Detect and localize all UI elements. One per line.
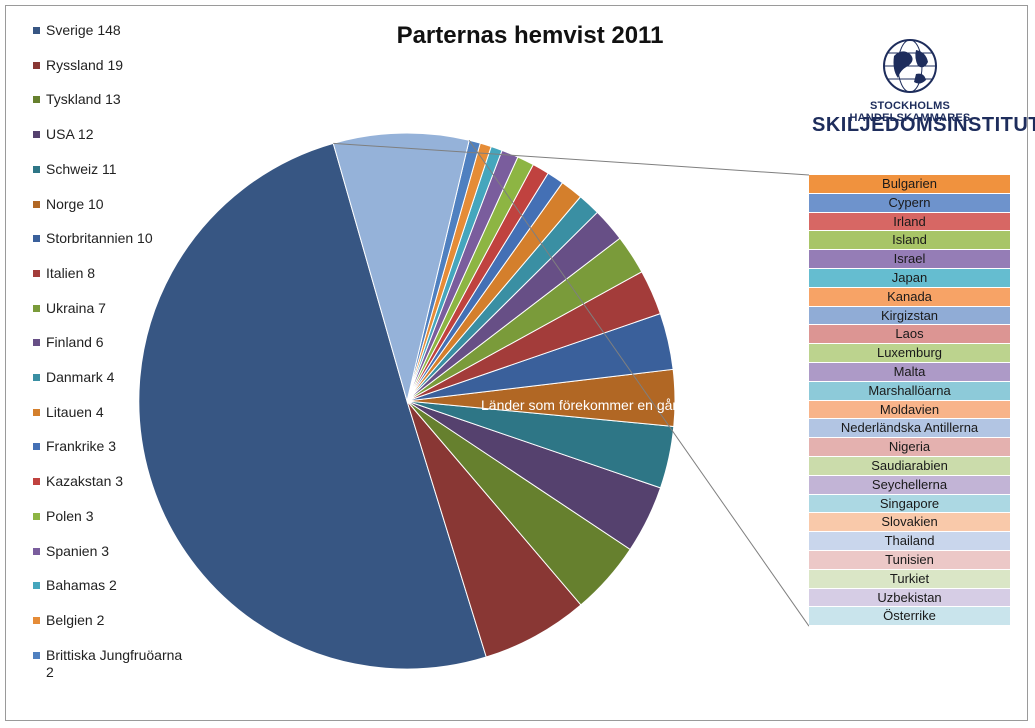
- breakout-item-turkiet: Turkiet: [809, 569, 1010, 589]
- legend-item-frankrike: Frankrike 3: [33, 438, 193, 455]
- breakout-item-moldavien: Moldavien: [809, 400, 1010, 420]
- breakout-item-bulgarien: Bulgarien: [809, 175, 1010, 194]
- legend-swatch: [33, 339, 40, 347]
- legend-swatch: [33, 269, 40, 277]
- breakout-item-seychellerna: Seychellerna: [809, 475, 1010, 495]
- breakout-item-slovakien: Slovakien: [809, 513, 1010, 533]
- legend-label: Tyskland 13: [46, 91, 121, 108]
- legend-label: Brittiska Jungfruöarna 2: [46, 646, 183, 680]
- legend-item-sverige: Sverige 148: [33, 22, 193, 39]
- breakout-item-nigeria: Nigeria: [809, 438, 1010, 457]
- legend-swatch: [33, 27, 40, 34]
- legend-label: Danmark 4: [46, 369, 115, 385]
- legend-swatch: [33, 165, 40, 173]
- legend-item-brittiska-jungfruoarna: Brittiska Jungfruöarna 2: [33, 647, 193, 681]
- breakout-item-irland: Irland: [809, 212, 1010, 232]
- legend-swatch: [33, 96, 40, 104]
- legend-label: Storbritannien 10: [46, 230, 153, 247]
- legend-item-ryssland: Ryssland 19: [33, 57, 193, 74]
- legend-label: Spanien 3: [46, 542, 110, 559]
- legend-item-storbritannien: Storbritannien 10: [33, 230, 193, 247]
- legend-item-finland: Finland 6: [33, 334, 193, 351]
- legend-item-danmark: Danmark 4: [33, 369, 193, 386]
- chart-title: Parternas hemvist 2011: [396, 22, 664, 49]
- legend-swatch: [33, 547, 40, 555]
- legend-item-norge: Norge 10: [33, 196, 193, 213]
- breakout-item-marshalloarna: Marshallöarna: [809, 381, 1010, 401]
- pie-slice-lander-som-forekommer-en-gang: [332, 132, 470, 403]
- legend-label: Litauen 4: [46, 403, 104, 420]
- legend-label: Frankrike 3: [46, 438, 117, 455]
- legend-item-schweiz: Schweiz 11: [33, 161, 193, 178]
- legend-label: Belgien 2: [46, 611, 105, 628]
- legend-item-spanien: Spanien 3: [33, 543, 193, 560]
- breakout-item-tunisien: Tunisien: [809, 550, 1010, 570]
- legend-label: Italien 8: [46, 264, 96, 281]
- pie-slice-sverige: [138, 142, 487, 670]
- breakout-item-cypern: Cypern: [809, 193, 1010, 213]
- breakout-item-luxemburg: Luxemburg: [809, 344, 1010, 363]
- breakout-item-thailand: Thailand: [809, 532, 1010, 551]
- legend-label: Ukraina 7: [46, 299, 106, 316]
- breakout-item-island: Island: [809, 231, 1010, 251]
- legend-item-polen: Polen 3: [33, 508, 193, 525]
- breakout-item-israel: Israel: [809, 250, 1010, 269]
- legend-swatch: [33, 616, 40, 624]
- slice-label-single-occurrence: Länder som förekommer en gång: [481, 397, 688, 413]
- legend-item-tyskland: Tyskland 13: [33, 91, 193, 108]
- legend-label: Bahamas 2: [46, 577, 117, 594]
- breakout-list: Bulgarien Cypern Irland Island Israel Japan Ka…: [809, 175, 1010, 627]
- legend-swatch: [33, 61, 40, 69]
- legend-item-ukraina: Ukraina 7: [33, 300, 193, 317]
- breakout-item-saudiarabien: Saudiarabien: [809, 456, 1010, 476]
- legend-item-kazakstan: Kazakstan 3: [33, 473, 193, 490]
- legend-swatch: [33, 478, 40, 486]
- breakout-item-laos: Laos: [809, 325, 1010, 345]
- legend-swatch: [33, 235, 40, 243]
- breakout-item-osterrike: Österrike: [809, 607, 1010, 627]
- legend-item-litauen: Litauen 4: [33, 404, 193, 421]
- legend-label: Norge 10: [46, 195, 104, 212]
- breakout-item-kanada: Kanada: [809, 287, 1010, 307]
- breakout-item-uzbekistan: Uzbekistan: [809, 588, 1010, 608]
- legend-item-belgien: Belgien 2: [33, 612, 193, 629]
- breakout-item-nederlandska-antillerna: Nederländska Antillerna: [809, 419, 1010, 439]
- legend-swatch: [33, 304, 40, 312]
- legend-label: Polen 3: [46, 507, 94, 524]
- breakout-item-japan: Japan: [809, 268, 1010, 288]
- legend-label: Sverige 148: [46, 22, 121, 38]
- legend-label: Kazakstan 3: [46, 473, 124, 490]
- legend-swatch: [33, 443, 40, 451]
- legend-item-usa: USA 12: [33, 126, 193, 143]
- legend-swatch: [33, 374, 40, 381]
- legend-label: Schweiz 11: [46, 160, 117, 177]
- legend-item-italien: Italien 8: [33, 265, 193, 282]
- chart-frame: [5, 5, 1028, 721]
- legend-label: Ryssland 19: [46, 56, 124, 73]
- breakout-item-malta: Malta: [809, 362, 1010, 382]
- legend-swatch: [33, 131, 40, 139]
- breakout-item-kirgizstan: Kirgizstan: [809, 306, 1010, 326]
- legend-swatch: [33, 651, 40, 659]
- breakout-item-singapore: Singapore: [809, 494, 1010, 514]
- legend-label: Finland 6: [46, 334, 104, 351]
- legend-swatch: [33, 200, 40, 208]
- globe-icon: [880, 36, 940, 96]
- legend-swatch: [33, 408, 40, 416]
- legend-swatch: [33, 512, 40, 520]
- legend-label: USA 12: [46, 126, 94, 143]
- legend-swatch: [33, 582, 40, 590]
- logo-text-top: STOCKHOLMS HANDELSKAMMARES: [849, 100, 971, 124]
- legend-item-bahamas: Bahamas 2: [33, 577, 193, 594]
- logo-text-bottom: SKILJEDOMSINSTITUT: [812, 114, 1035, 136]
- connector-line-bottom: [468, 140, 810, 627]
- connector-line-top: [333, 142, 810, 176]
